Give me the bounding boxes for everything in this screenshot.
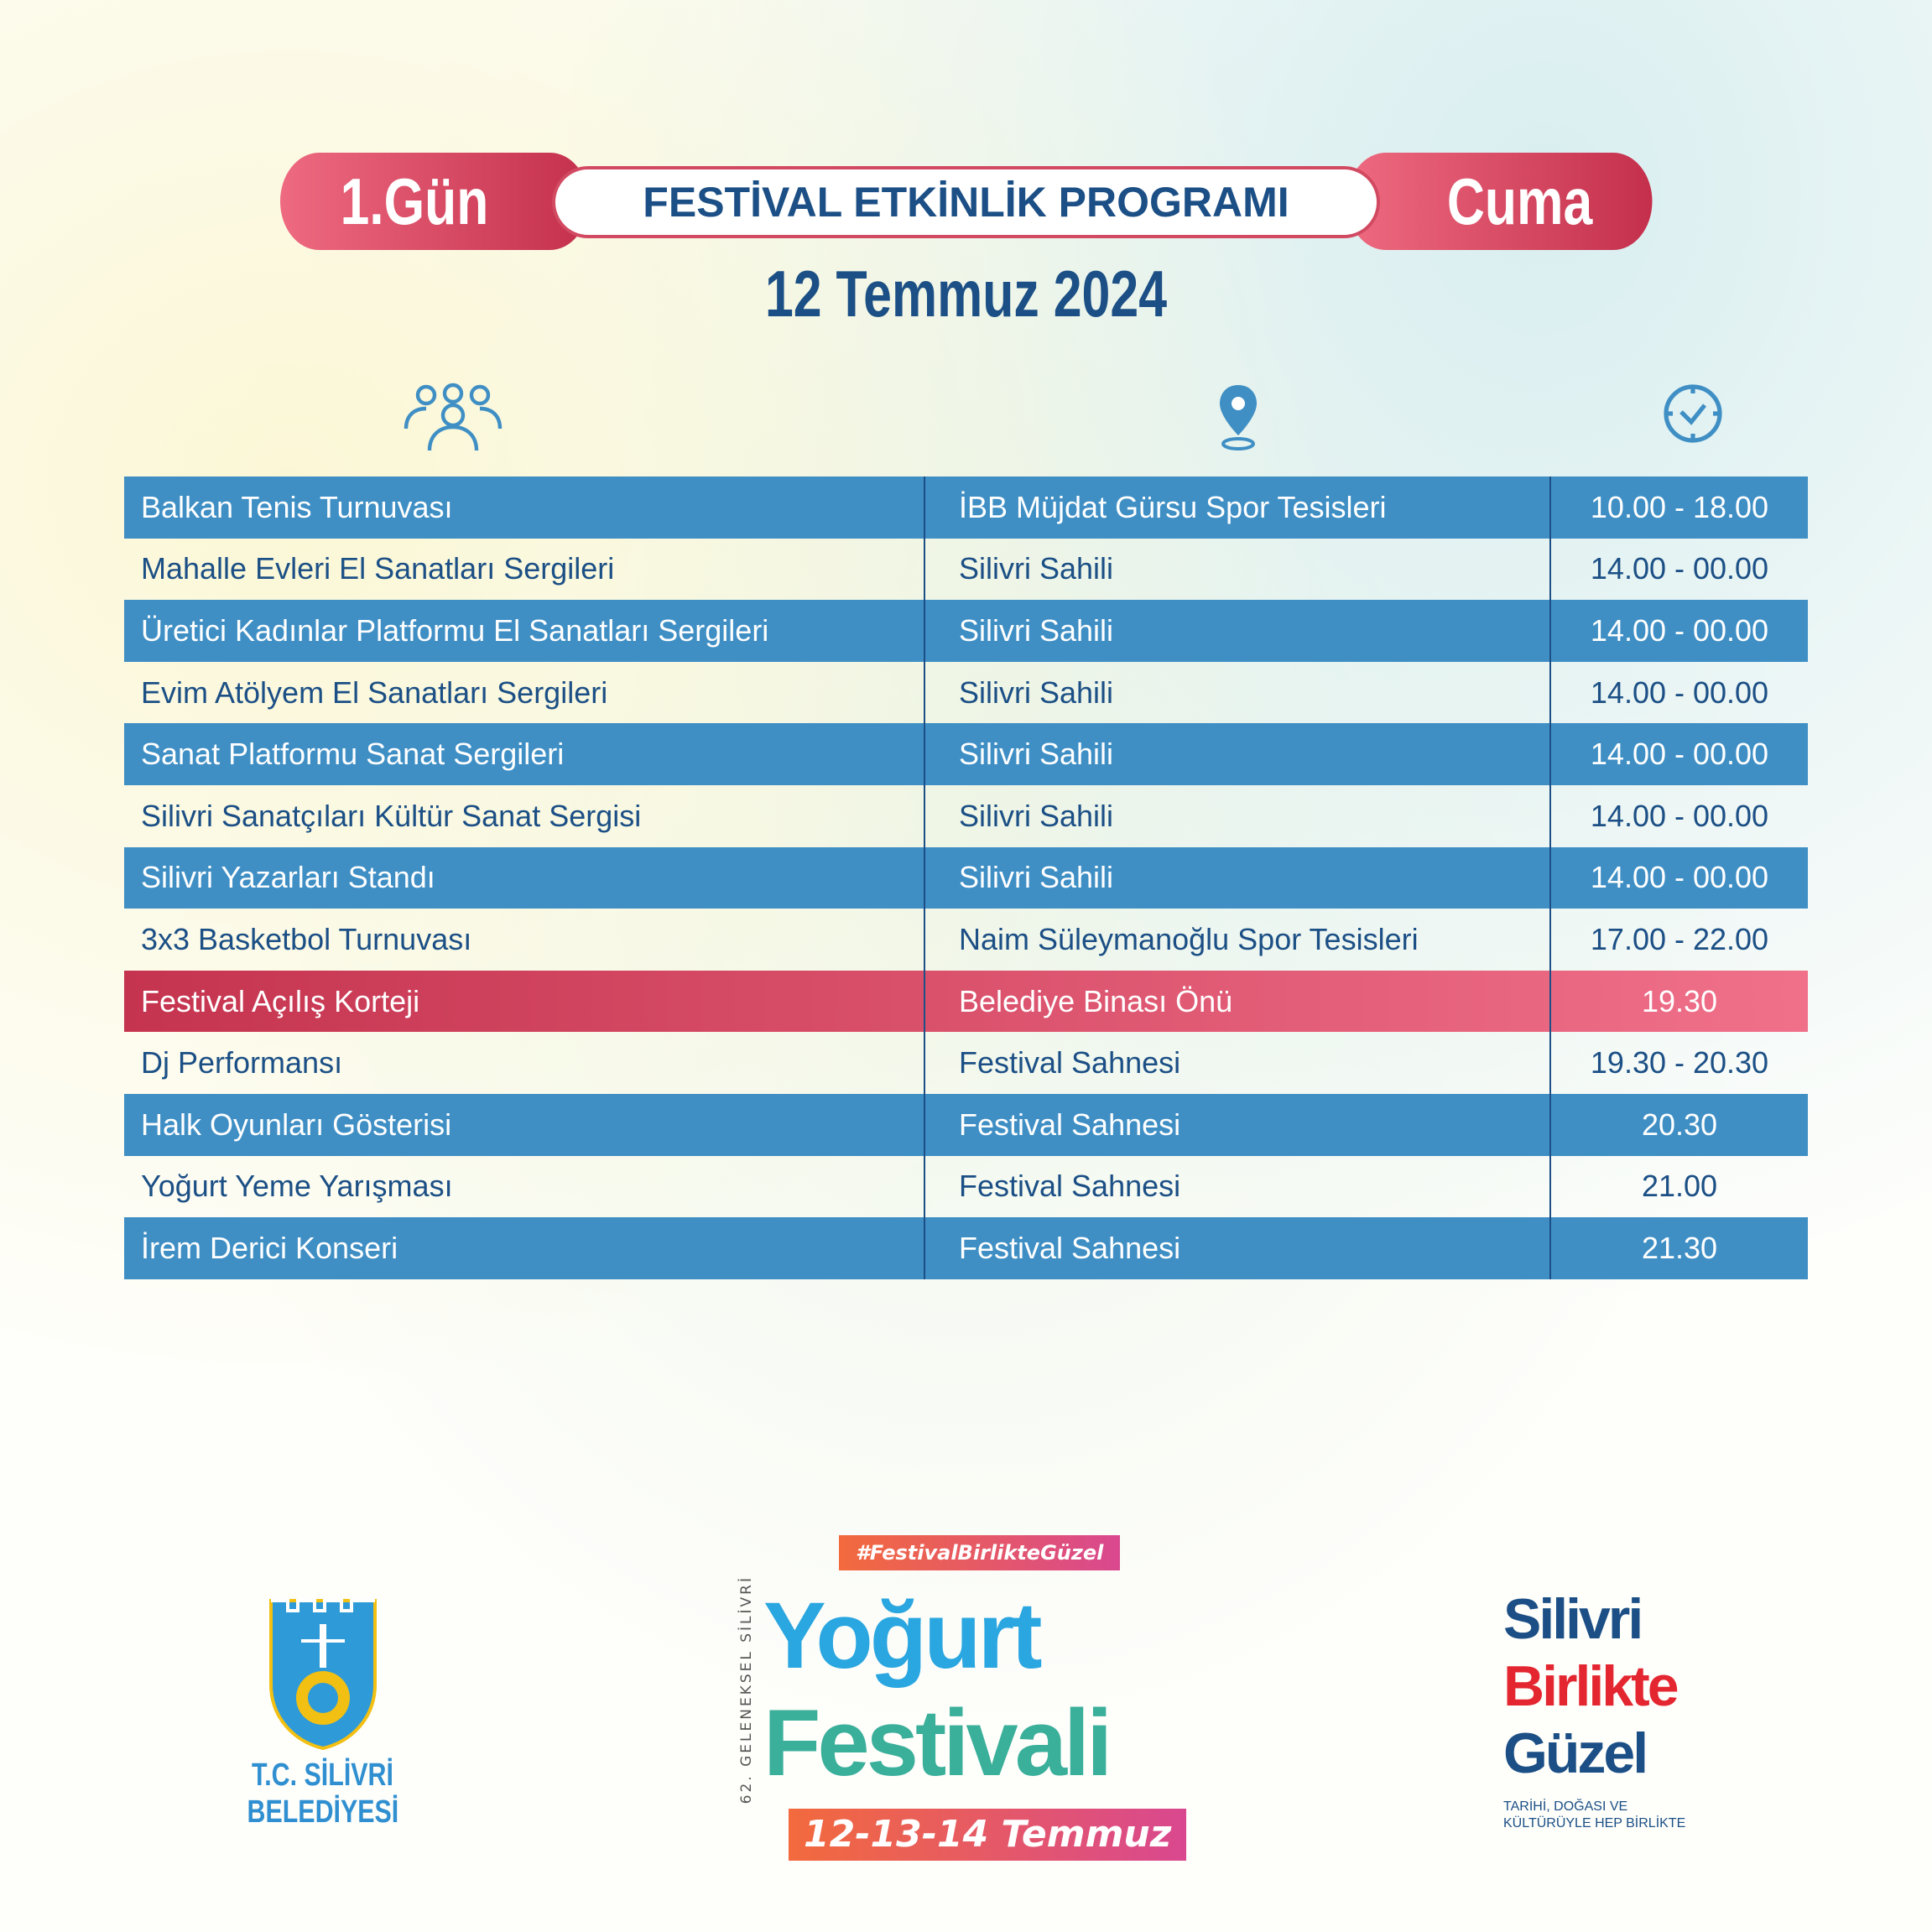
event-place: Festival Sahnesi bbox=[925, 1217, 1551, 1279]
day-badge: 1.Gün bbox=[280, 153, 589, 250]
slogan-line2: Birlikte bbox=[1503, 1654, 1679, 1718]
event-place: Silivri Sahili bbox=[925, 784, 1551, 847]
table-row: Yoğurt Yeme Yarışması Festival Sahnesi 21.… bbox=[124, 1155, 1808, 1218]
event-place: Festival Sahnesi bbox=[925, 1155, 1551, 1218]
event-time: 19.30 - 20.30 bbox=[1590, 1045, 1769, 1081]
event-time: 10.00 - 18.00 bbox=[1590, 489, 1769, 524]
festival-edition: 62. GELENEKSEL SİLİVRİ bbox=[738, 1575, 755, 1804]
municipality-name: T.C. SİLİVRİ bbox=[252, 1758, 393, 1793]
event-time: 21.30 bbox=[1641, 1230, 1718, 1265]
table-row: Silivri Yazarları Standı Silivri Sahili 14… bbox=[124, 846, 1808, 909]
event-time: 14.00 - 00.00 bbox=[1590, 798, 1769, 833]
event-time: 17.00 - 22.00 bbox=[1590, 921, 1769, 956]
slogan-tagline1: TARİHİ, DOĞASI VE bbox=[1503, 1799, 1628, 1814]
festival-dates: 12-13-14 Temmuz bbox=[789, 1809, 1187, 1862]
festival-word2: Festivali bbox=[763, 1690, 1112, 1796]
event-time: 14.00 - 00.00 bbox=[1590, 674, 1769, 710]
event-place: Silivri Sahili bbox=[925, 723, 1551, 785]
slogan-logo: Silivri Birlikte Güzel TARİHİ, DOĞASI VE… bbox=[1503, 1586, 1755, 1832]
weekday-badge: Cuma bbox=[1346, 153, 1653, 250]
table-row: İrem Derici Konseri Festival Sahnesi 21.30 bbox=[124, 1217, 1808, 1279]
event-time: 14.00 - 00.00 bbox=[1590, 737, 1769, 772]
event-name: 3x3 Basketbol Turnuvası bbox=[124, 909, 925, 971]
event-time: 14.00 - 00.00 bbox=[1590, 860, 1769, 895]
festival-logo: #FestivalBirlikteGüzel 62. GELENEKSEL Sİ… bbox=[738, 1535, 1208, 1862]
event-name: Mahalle Evleri El Sanatları Sergileri bbox=[124, 538, 925, 601]
event-name: Halk Oyunları Gösterisi bbox=[124, 1093, 925, 1156]
event-place: İBB Müjdat Gürsu Spor Tesisleri bbox=[925, 476, 1551, 539]
event-place: Festival Sahnesi bbox=[925, 1032, 1551, 1094]
event-place: Silivri Sahili bbox=[925, 846, 1551, 909]
event-place: Silivri Sahili bbox=[925, 538, 1551, 601]
page-title: FESTİVAL ETKİNLİK PROGRAMI bbox=[552, 166, 1380, 238]
slogan-line3: Güzel bbox=[1503, 1721, 1648, 1785]
table-row: Balkan Tenis Turnuvası İBB Müjdat Gürsu S… bbox=[124, 476, 1808, 539]
event-name: Evim Atölyem El Sanatları Sergileri bbox=[124, 661, 925, 724]
municipality-logo: T.C. SİLİVRİ BELEDİYESİ bbox=[228, 1594, 417, 1830]
festival-hashtag: #FestivalBirlikteGüzel bbox=[839, 1535, 1121, 1570]
event-time: 14.00 - 00.00 bbox=[1590, 551, 1769, 586]
table-row: Silivri Sanatçıları Kültür Sanat Sergisi… bbox=[124, 784, 1808, 847]
municipality-suffix: BELEDİYESİ bbox=[247, 1794, 399, 1830]
event-name: Balkan Tenis Turnuvası bbox=[124, 476, 925, 539]
weekday-label: Cuma bbox=[1446, 164, 1593, 238]
slogan-line1: Silivri bbox=[1503, 1587, 1643, 1651]
event-name: İrem Derici Konseri bbox=[124, 1217, 925, 1279]
event-time: 20.30 bbox=[1641, 1107, 1718, 1142]
event-place: Naim Süleymanoğlu Spor Tesisleri bbox=[925, 909, 1551, 971]
festival-word1: Yoğurt bbox=[763, 1583, 1043, 1689]
people-icon bbox=[404, 383, 503, 451]
table-row: Dj Performansı Festival Sahnesi 19.30 - 20… bbox=[124, 1032, 1808, 1094]
event-place: Belediye Binası Önü bbox=[925, 970, 1551, 1033]
event-name: Festival Açılış Korteji bbox=[124, 970, 925, 1033]
table-row: Üretici Kadınlar Platformu El Sanatları … bbox=[124, 600, 1808, 662]
table-row: Festival Açılış Korteji Belediye Binası Ö… bbox=[124, 970, 1808, 1033]
event-place: Silivri Sahili bbox=[925, 600, 1551, 662]
slogan-tagline2: KÜLTÜRÜYLE HEP BİRLİKTE bbox=[1503, 1816, 1686, 1830]
event-place: Festival Sahnesi bbox=[925, 1093, 1551, 1156]
event-time: 21.00 bbox=[1641, 1169, 1718, 1204]
location-pin-icon bbox=[1220, 385, 1257, 450]
event-name: Üretici Kadınlar Platformu El Sanatları … bbox=[124, 600, 925, 662]
event-name: Silivri Yazarları Standı bbox=[124, 846, 925, 909]
event-place: Silivri Sahili bbox=[925, 661, 1551, 724]
event-name: Dj Performansı bbox=[124, 1032, 925, 1094]
event-name: Silivri Sanatçıları Kültür Sanat Sergisi bbox=[124, 784, 925, 847]
municipality-crest-icon bbox=[268, 1599, 377, 1751]
table-row: Sanat Platformu Sanat Sergileri Silivri S… bbox=[124, 723, 1808, 785]
event-time: 14.00 - 00.00 bbox=[1590, 612, 1769, 648]
day-label: 1.Gün bbox=[340, 164, 489, 238]
clock-icon bbox=[1664, 384, 1722, 443]
event-name: Yoğurt Yeme Yarışması bbox=[124, 1155, 925, 1218]
event-date: 12 Temmuz 2024 bbox=[764, 257, 1168, 331]
table-row: Mahalle Evleri El Sanatları Sergileri Sil… bbox=[124, 538, 1808, 601]
event-name: Sanat Platformu Sanat Sergileri bbox=[124, 723, 925, 785]
table-row: Halk Oyunları Gösterisi Festival Sahnesi 2… bbox=[124, 1093, 1808, 1156]
program-table: Balkan Tenis Turnuvası İBB Müjdat Gürsu S… bbox=[124, 476, 1808, 1279]
table-row: Evim Atölyem El Sanatları Sergileri Siliv… bbox=[124, 661, 1808, 724]
table-row: 3x3 Basketbol Turnuvası Naim Süleymanoğlu… bbox=[124, 909, 1808, 971]
event-time: 19.30 bbox=[1641, 983, 1718, 1018]
